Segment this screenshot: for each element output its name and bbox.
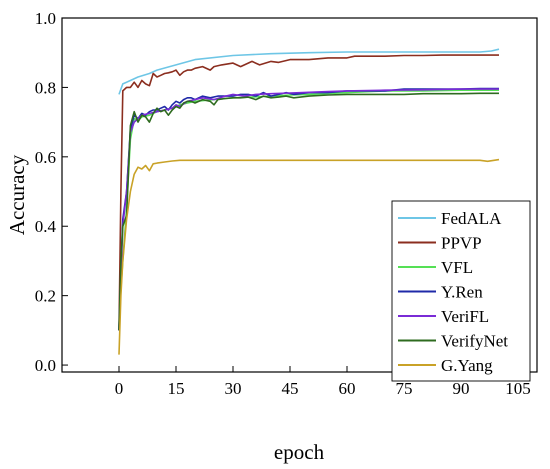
- y-tick-label: 1.0: [35, 9, 56, 28]
- legend-label: VeriFL: [441, 307, 489, 326]
- y-axis-label: Accuracy: [5, 154, 29, 235]
- y-tick-label: 0.2: [35, 287, 56, 306]
- series-line-ppvp: [118, 54, 499, 331]
- series-layer: [118, 48, 500, 355]
- legend-label: PPVP: [441, 234, 482, 253]
- x-tick-label: 45: [282, 379, 299, 398]
- legend-label: G.Yang: [441, 356, 493, 375]
- legend-label: VerifyNet: [441, 332, 508, 351]
- legend-label: Y.Ren: [441, 283, 483, 302]
- series-line-verifl: [118, 88, 499, 331]
- legend-label: VFL: [441, 258, 473, 277]
- series-line-g-yang: [118, 158, 500, 355]
- series-line-fedala: [118, 48, 500, 95]
- series-line-verifynet: [118, 92, 499, 331]
- x-tick-label: 60: [339, 379, 356, 398]
- legend-label: FedALA: [441, 209, 502, 228]
- y-tick-label: 0.6: [35, 148, 56, 167]
- y-axis-ticks: 0.0 0.2 0.4 0.6 0.8 1.0: [35, 9, 68, 375]
- x-axis-label: epoch: [274, 440, 325, 464]
- x-tick-label: 0: [115, 379, 124, 398]
- x-tick-label: 105: [505, 379, 531, 398]
- y-tick-label: 0.4: [35, 217, 57, 236]
- y-tick-label: 0.8: [35, 78, 56, 97]
- x-tick-label: 90: [453, 379, 470, 398]
- x-axis-ticks: 0 15 30 45 60 75 90 105: [115, 366, 531, 398]
- x-tick-label: 30: [225, 379, 242, 398]
- plot-frame: [61, 17, 538, 373]
- x-tick-label: 75: [396, 379, 413, 398]
- y-tick-label: 0.0: [35, 356, 56, 375]
- x-tick-label: 15: [168, 379, 185, 398]
- legend: FedALA PPVP VFL Y.Ren VeriFL VerifyNet G.Yang: [391, 200, 531, 382]
